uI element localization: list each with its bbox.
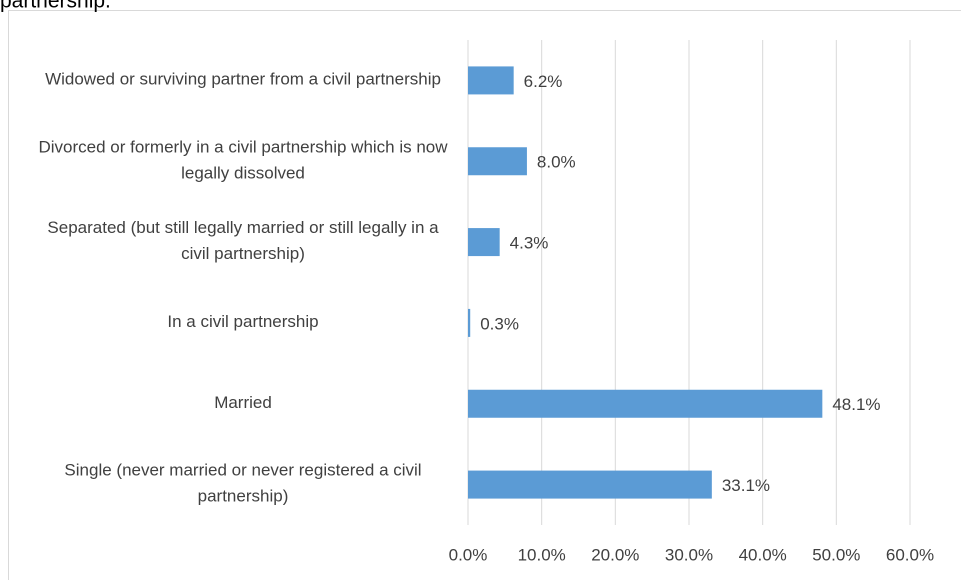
x-tick-label: 40.0% <box>739 545 787 564</box>
value-label: 48.1% <box>832 395 880 414</box>
y-tick-label: Married <box>214 393 272 412</box>
chart-title: partnership. <box>0 0 111 13</box>
y-tick-label: Divorced or formerly in a civil partners… <box>38 138 448 183</box>
x-tick-label: 50.0% <box>812 545 860 564</box>
bar <box>468 308 471 337</box>
bar <box>468 147 527 176</box>
y-tick-label: Separated (but still legally married or … <box>47 219 439 264</box>
y-tick-label: Single (never married or never registere… <box>64 461 421 506</box>
chart-border <box>8 10 961 580</box>
x-tick-label: 0.0% <box>449 545 488 564</box>
value-label: 4.3% <box>510 234 549 253</box>
x-tick-label: 60.0% <box>886 545 934 564</box>
y-tick-label: In a civil partnership <box>167 312 318 331</box>
x-tick-label: 10.0% <box>518 545 566 564</box>
value-label: 8.0% <box>537 153 576 172</box>
bar <box>468 228 500 257</box>
bar <box>468 66 514 95</box>
bar <box>468 389 823 418</box>
value-label: 6.2% <box>524 72 563 91</box>
x-tick-label: 30.0% <box>665 545 713 564</box>
value-label: 33.1% <box>722 476 770 495</box>
bar <box>468 470 712 499</box>
y-tick-label: Widowed or surviving partner from a civi… <box>45 70 441 89</box>
value-label: 0.3% <box>480 314 519 333</box>
x-tick-label: 20.0% <box>591 545 639 564</box>
